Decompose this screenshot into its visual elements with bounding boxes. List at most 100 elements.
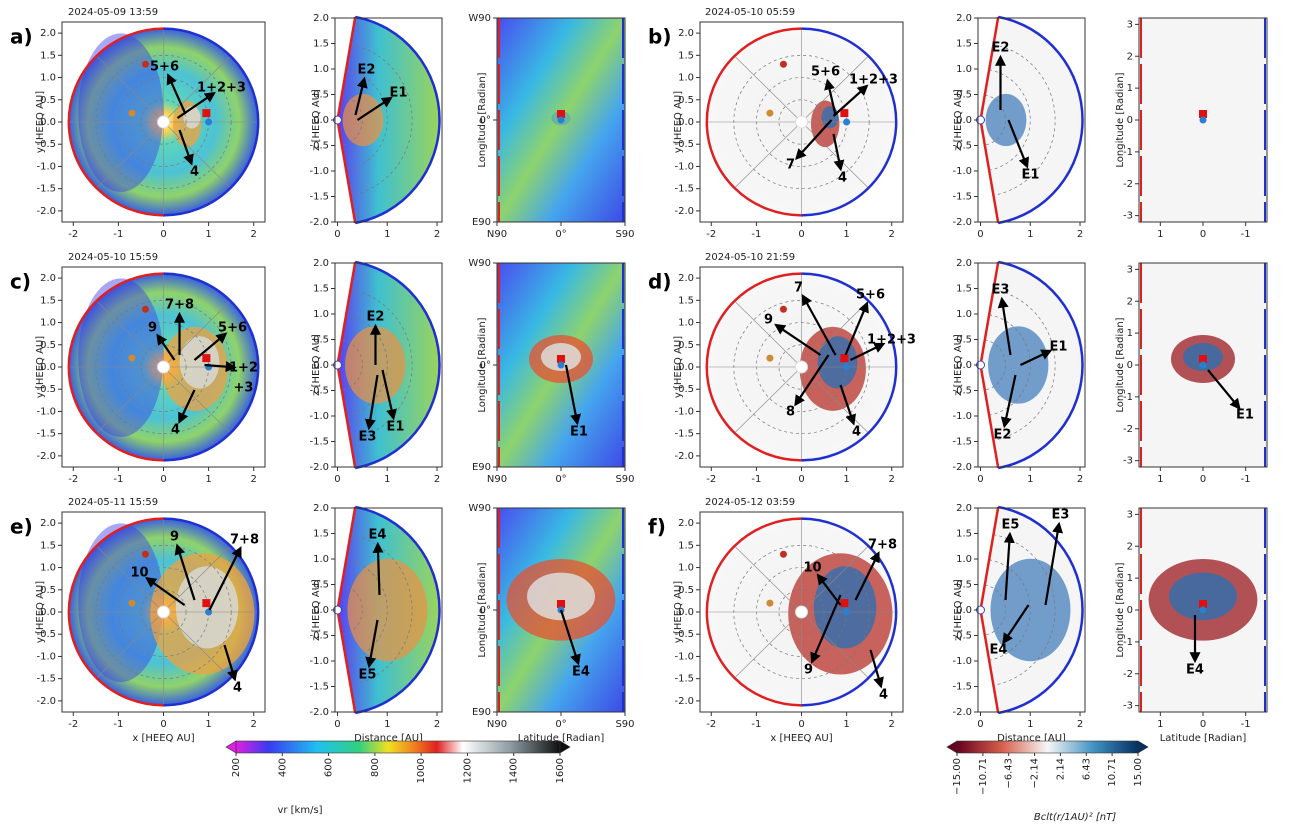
earth <box>1199 361 1207 369</box>
x-tick-label: 2 <box>1077 719 1083 730</box>
arrow-label: E1 <box>1022 168 1040 183</box>
grid-arc <box>350 44 413 196</box>
colorbar-tick-label: −2.14 <box>1030 758 1041 789</box>
y-tick-label: 3 <box>1127 509 1133 520</box>
x-tick-label: 2 <box>251 719 257 730</box>
y-tick-label: 0.0 <box>678 362 694 373</box>
arrow <box>869 649 884 689</box>
x-tick-label: 2 <box>1077 229 1083 240</box>
sun <box>157 360 170 374</box>
y-tick-label: -1.0 <box>309 411 329 422</box>
colorbar-tick-label: 15.00 <box>1133 758 1144 787</box>
x-tick-label: 0 <box>160 474 166 485</box>
arrow-label: 1+2+3 <box>197 81 246 96</box>
x-tick-label: 0 <box>977 719 983 730</box>
x-tick-label: -2 <box>68 719 78 730</box>
x-tick-label: 2 <box>251 229 257 240</box>
arrow <box>810 594 842 664</box>
colorbar-tick-label: 6.43 <box>1081 758 1092 780</box>
y-tick-label: 0° <box>480 605 491 616</box>
y-tick-label: 1.5 <box>956 39 972 50</box>
arrow-label: 4 <box>879 688 888 703</box>
grid-arc <box>984 94 1006 146</box>
arrow-label: E2 <box>358 63 376 78</box>
arrow <box>1020 349 1053 366</box>
planet-red <box>141 305 149 313</box>
planet-red <box>779 60 787 68</box>
meridional-wedge <box>980 17 1083 223</box>
y-tick-label: -0.5 <box>309 141 329 152</box>
earth <box>557 361 565 369</box>
boundary-right <box>801 27 898 217</box>
grid-arc <box>993 289 1056 441</box>
x-axis-label: x [HEEQ AU] <box>770 733 832 744</box>
arrow <box>795 119 833 160</box>
y-tick-label: 0° <box>480 360 491 371</box>
y-tick-label: -2.0 <box>36 206 56 217</box>
grid-spoke <box>734 300 802 368</box>
x-tick-label: -1 <box>751 474 761 485</box>
y-tick-label: 1.5 <box>678 540 694 551</box>
arrow <box>774 323 822 356</box>
y-tick-label: 0.5 <box>956 580 972 591</box>
arrow <box>844 301 869 356</box>
grid-arc <box>341 339 363 391</box>
grid-spoke <box>801 55 869 123</box>
arrow-label: 7+8 <box>165 298 194 313</box>
arrow <box>1007 119 1029 169</box>
y-axis-label: z [HEEQ AU] <box>311 89 322 151</box>
wedge-edge-bottom <box>979 364 1000 469</box>
arrow <box>193 332 228 361</box>
sun <box>795 115 808 129</box>
x-tick-label: 0 <box>977 229 983 240</box>
y-tick-label: -1.0 <box>674 161 694 172</box>
grid-spoke <box>163 55 231 123</box>
arrow-label: E2 <box>992 41 1010 56</box>
grid-spoke <box>734 121 802 189</box>
y-tick-label: 1.0 <box>678 318 694 329</box>
y-tick-label: -3 <box>1123 456 1133 467</box>
arrow <box>208 546 242 611</box>
y-tick-label: -0.5 <box>309 631 329 642</box>
panel-letter: b) <box>648 25 671 49</box>
arrow <box>365 619 379 669</box>
wedge-edge-top <box>979 16 1000 121</box>
cme-core <box>1169 572 1237 621</box>
y-tick-label: 1.0 <box>313 64 329 75</box>
y-tick-label: 1.0 <box>40 563 56 574</box>
x-tick-label: -1 <box>113 474 123 485</box>
y-tick-label: 3 <box>1127 19 1133 30</box>
y-tick-label: 2.0 <box>956 13 972 24</box>
y-tick-label: -1.5 <box>36 184 56 195</box>
x-tick-label: 1 <box>1027 719 1033 730</box>
y-tick-label: -1 <box>1123 147 1133 158</box>
arrow <box>166 73 187 115</box>
earth <box>205 118 213 126</box>
y-tick-label: 1 <box>1127 573 1133 584</box>
x-tick-label: -2 <box>706 474 716 485</box>
cme-blob <box>342 93 384 147</box>
arrow <box>1000 374 1017 429</box>
boundary-right <box>163 27 260 217</box>
x-axis-label: Latitude [Radian] <box>1160 733 1247 744</box>
arrow <box>832 84 869 117</box>
x-tick-label: 0 <box>1200 474 1206 485</box>
y-tick-label: -2.0 <box>674 206 694 217</box>
colorbar-tick-label: −15.00 <box>952 758 963 795</box>
y-tick-label: W90 <box>468 503 491 514</box>
y-tick-label: -1.5 <box>309 192 329 203</box>
colorbar-tick-label: 10.71 <box>1107 758 1118 787</box>
y-tick-label: 0.5 <box>40 95 56 106</box>
cme-core <box>175 566 239 649</box>
boundary-left <box>705 27 802 217</box>
y-tick-label: W90 <box>468 258 491 269</box>
x-tick-label: 1 <box>1027 474 1033 485</box>
y-tick-label: -0.5 <box>36 139 56 150</box>
x-axis-label: Latitude [Radian] <box>518 733 605 744</box>
boundary-left <box>67 27 164 217</box>
y-tick-label: -1.0 <box>952 411 972 422</box>
y-tick-label: 1.5 <box>678 50 694 61</box>
y-tick-label: 1.5 <box>313 284 329 295</box>
colorbar-extend-high <box>559 740 571 754</box>
